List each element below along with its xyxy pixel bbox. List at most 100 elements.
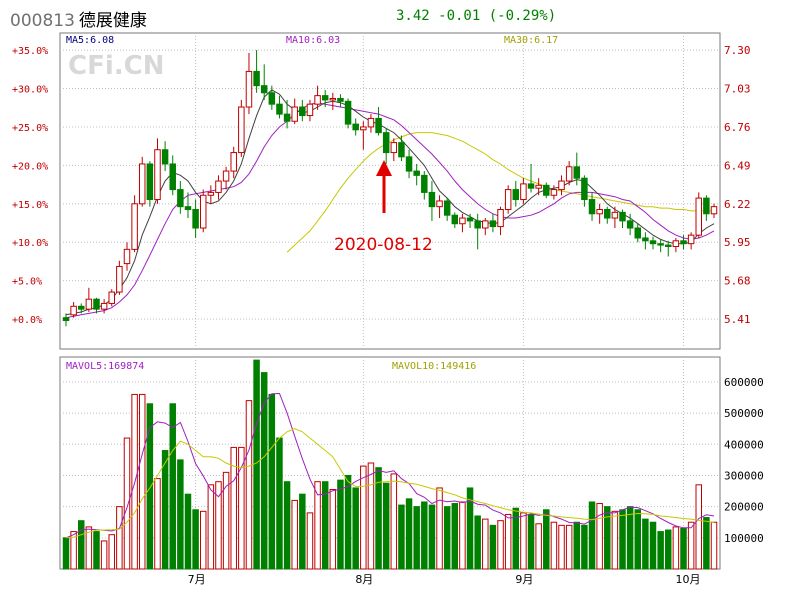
mavol5-line xyxy=(65,392,715,539)
volume-bar-down xyxy=(276,437,283,570)
volume-bar-up xyxy=(215,481,222,570)
candle-up xyxy=(459,217,466,225)
right-axis-ticks: 7.30 7.03 6.76 6.49 6.22 5.95 5.68 5.41 xyxy=(724,44,751,326)
left-tick-label: +25.0% xyxy=(12,123,48,134)
volume-bar-down xyxy=(413,506,420,570)
volume-bar-up xyxy=(222,471,230,570)
candle-down xyxy=(169,163,176,191)
candle-down xyxy=(649,240,657,245)
candle-up xyxy=(306,103,314,117)
price-panel-frame xyxy=(59,32,721,350)
volume-bar-up xyxy=(611,510,619,570)
volume-bar-down xyxy=(93,531,100,570)
volume-bar-up xyxy=(672,526,680,570)
volume-bar-up xyxy=(550,521,558,570)
candle-up xyxy=(710,206,718,215)
left-tick-label: +15.0% xyxy=(12,200,48,211)
date-annotation: 2020-08-12 xyxy=(334,160,433,255)
left-tick-label: +0.0% xyxy=(12,315,42,326)
candle-down xyxy=(474,220,481,229)
volume-bar-down xyxy=(443,506,451,570)
volume-bar-down xyxy=(268,393,276,570)
quote-readout: 3.42 -0.01 (-0.29%) xyxy=(396,8,557,24)
candle-down xyxy=(512,189,520,201)
volume-bar-up xyxy=(695,484,702,570)
volume-bar-up xyxy=(245,400,253,570)
volume-bar-down xyxy=(352,487,359,570)
right-tick-label: 6.22 xyxy=(724,198,751,211)
candle-down xyxy=(93,298,100,310)
candle-down xyxy=(382,132,390,154)
candle-down xyxy=(443,200,451,216)
candle-down xyxy=(337,97,344,102)
right-tick-label: 6.76 xyxy=(724,121,751,134)
ma10-line xyxy=(65,102,715,319)
candle-down xyxy=(428,191,436,208)
candle-down xyxy=(451,214,459,225)
volume-ma-lines xyxy=(65,392,715,539)
candle-down xyxy=(184,206,192,211)
volume-bar-down xyxy=(512,507,520,570)
left-tick-label: +20.0% xyxy=(12,161,48,172)
candle-up xyxy=(245,70,253,108)
ma30-line-group xyxy=(286,132,714,253)
volume-bar-down xyxy=(177,459,184,570)
x-tick-label: 10月 xyxy=(676,573,701,586)
volume-bar-up xyxy=(710,521,718,570)
volume-bar-up xyxy=(558,524,565,570)
volume-bar-down xyxy=(337,479,344,570)
candle-down xyxy=(177,189,184,208)
candle-down xyxy=(588,199,596,215)
candle-down xyxy=(352,123,359,131)
volume-tick-label: 100000 xyxy=(724,532,764,545)
candle-down xyxy=(489,220,497,228)
candle-up xyxy=(558,180,565,191)
candle-up xyxy=(329,97,337,101)
volume-axis-ticks: 600000 500000 400000 300000 200000 100000 xyxy=(724,376,764,545)
right-tick-label: 5.68 xyxy=(724,275,751,288)
candle-up xyxy=(85,298,93,310)
candle-up xyxy=(360,126,367,131)
volume-bar-down xyxy=(581,524,588,570)
volume-bar-down xyxy=(642,518,649,570)
volume-bar-up xyxy=(138,393,146,570)
candle-up xyxy=(390,142,398,154)
volume-bar-down xyxy=(474,515,481,570)
candle-down xyxy=(321,95,329,101)
candle-up xyxy=(230,152,237,172)
volume-bar-up xyxy=(329,489,337,570)
volume-bar-down xyxy=(375,467,382,570)
candle-up xyxy=(695,197,702,236)
volume-bar-down xyxy=(649,521,657,570)
candle-down xyxy=(680,240,687,245)
candle-up xyxy=(154,149,161,201)
volume-bar-down xyxy=(161,450,169,570)
volume-bar-up xyxy=(230,446,237,570)
volume-bar-up xyxy=(367,462,375,570)
ma30-line xyxy=(286,132,714,253)
volume-bar-up xyxy=(497,520,504,570)
candle-down xyxy=(626,220,634,229)
volume-bar-down xyxy=(626,506,634,570)
volume-bar-up xyxy=(390,473,398,570)
candle-down xyxy=(283,113,291,122)
candle-up xyxy=(199,194,207,229)
candle-up xyxy=(215,180,222,193)
volume-bar-up xyxy=(596,503,603,570)
price-legend: MA5:6.08 MA10:6.03 MA30:6.17 xyxy=(66,35,558,46)
volume-tick-label: 300000 xyxy=(724,469,764,482)
candle-up xyxy=(138,163,146,205)
candle-down xyxy=(192,209,199,229)
stock-name: 德展健康 xyxy=(78,11,147,31)
volume-bar-up xyxy=(291,499,298,570)
volume-bar-up xyxy=(100,540,108,570)
right-tick-label: 7.03 xyxy=(724,83,751,96)
volume-bar-down xyxy=(489,524,497,570)
ma10-line-group xyxy=(65,102,715,319)
volume-bars xyxy=(62,359,718,570)
volume-bar-down xyxy=(398,504,405,570)
left-tick-label: +5.0% xyxy=(12,277,42,288)
x-tick-label: 9月 xyxy=(515,573,533,586)
watermark: CFi.CN xyxy=(68,51,164,81)
volume-bar-down xyxy=(78,520,85,570)
